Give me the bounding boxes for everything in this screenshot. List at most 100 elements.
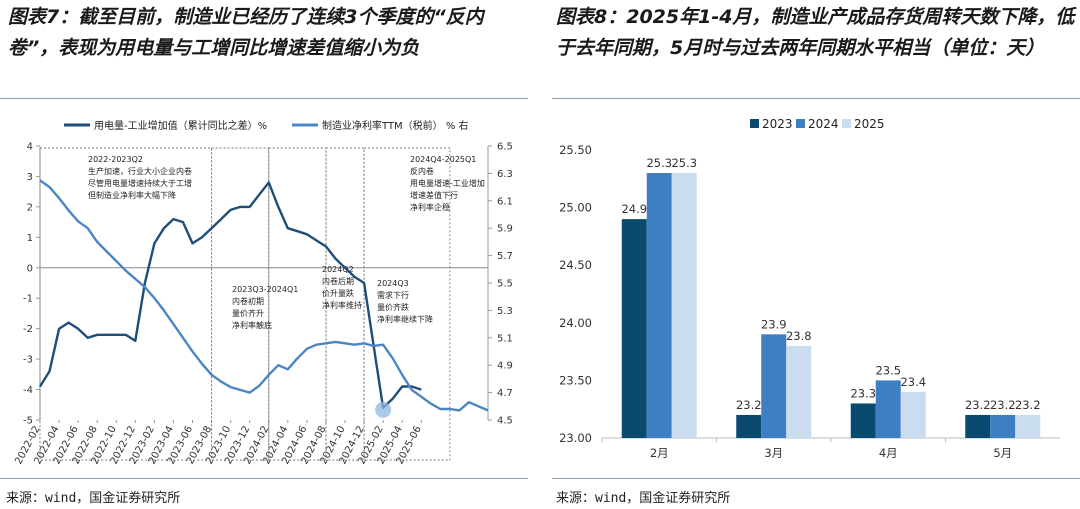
left-y-tick-label: -3 (23, 355, 33, 366)
left-source-rule (0, 478, 528, 479)
left-y-tick-label: -2 (23, 324, 33, 335)
annotation-line: 2022-2023Q2 (88, 155, 143, 164)
annotation-line: 净利率企稳 (410, 202, 450, 212)
left-y-tick-label: -4 (23, 385, 33, 396)
right-y-tick-label: 5.3 (497, 306, 513, 317)
x-category-label: 4月 (879, 446, 898, 460)
bar-2023-2月 (621, 219, 647, 438)
y-tick-label: 24.00 (559, 316, 592, 330)
left-source-note: 来源：wind，国金证券研究所 (6, 491, 181, 506)
series-line-net-margin (39, 179, 489, 412)
right-y-tick-label: 6.1 (497, 196, 513, 207)
annotation-box (363, 147, 451, 461)
bar-value-label: 23.5 (875, 363, 901, 377)
right-y-tick-label: 5.1 (497, 333, 513, 344)
right-y-tick-label: 5.7 (497, 251, 513, 262)
x-category-label: 2月 (650, 446, 669, 460)
bar-2025-3月 (786, 345, 812, 438)
legend-label-series-1: 用电量-工业增加值（累计同比之差）% (94, 119, 267, 132)
legend-swatch-2024 (796, 119, 805, 128)
annotation-box (325, 147, 365, 461)
annotation-line: 但制造业净利率大幅下降 (88, 190, 176, 200)
annotation-line: 2024Q2 (322, 265, 354, 274)
right-y-tick-label: 5.9 (497, 224, 513, 235)
left-y-tick-label: 2 (27, 202, 33, 213)
left-y-tick-label: 1 (27, 233, 33, 244)
bar-2025-5月 (1015, 414, 1041, 438)
bar-value-label: 23.2 (965, 398, 991, 412)
annotation-box (268, 147, 327, 461)
annotation-line: 反内卷 (410, 166, 434, 176)
left-y-tick-label: -5 (23, 416, 33, 427)
annotation-line: 价升量跌 (322, 288, 354, 298)
legend-swatch-2023 (750, 119, 759, 128)
annotation-line: 净利率维持 (322, 300, 362, 310)
annotation-line: 量价齐跌 (377, 302, 409, 312)
x-category-label: 5月 (993, 446, 1012, 460)
bar-2024-3月 (761, 334, 787, 438)
right-y-tick-label: 5.5 (497, 279, 513, 290)
annotation-line: 2024Q3 (377, 279, 409, 288)
right-y-tick-label: 4.7 (497, 388, 513, 399)
bar-2023-5月 (965, 414, 991, 438)
left-line-chart: 4 3 2 1 0 -1 -2 -3 -4 -5 6.5 6.3 6.1 5.9 5.7 5.5 5.3 5.1 4… (13, 119, 513, 466)
bar-value-label: 23.9 (761, 317, 787, 331)
series-line-electricity-minus-ip (38, 181, 422, 409)
annotation-line: 量价齐升 (232, 308, 264, 318)
right-title-rule (552, 98, 1080, 99)
highlight-marker (375, 401, 392, 418)
bar-2024-2月 (646, 173, 672, 438)
legend-swatch-2025 (842, 119, 851, 128)
annotation-line: 内卷后期 (322, 276, 354, 286)
right-source-note: 来源：wind，国金证券研究所 (556, 491, 731, 506)
left-y-tick-label: -1 (23, 294, 33, 305)
legend-label-2024: 2024 (808, 117, 839, 131)
right-figure-title: 图表8：2025年1-4月，制造业产成品存货周转天数下降，低于去年同期，5月时与… (556, 6, 1075, 59)
y-tick-label: 25.50 (559, 143, 592, 157)
annotation-line: 生产加速，行业大小企业内卷 (88, 166, 192, 176)
bar-2023-4月 (850, 403, 876, 438)
bar-value-label: 25.3 (671, 156, 697, 170)
annotation-line: 2024Q4-2025Q1 (410, 155, 476, 164)
left-y-tick-label: 0 (27, 263, 33, 274)
bar-2024-5月 (990, 414, 1016, 438)
y-tick-label: 23.00 (559, 431, 592, 445)
left-title-rule (0, 98, 528, 99)
bar-2025-2月 (671, 173, 697, 438)
y-tick-label: 23.50 (559, 373, 592, 387)
bar-value-label: 23.2 (736, 398, 762, 412)
right-y-tick-label: 6.5 (497, 142, 513, 153)
annotation-line: 增速差值下行 (410, 190, 458, 200)
right-y-tick-label: 6.3 (497, 169, 513, 180)
bar-value-label: 23.8 (786, 329, 812, 343)
right-y-tick-label: 4.5 (497, 416, 513, 427)
right-bar-chart: 25.50 25.00 24.50 24.00 23.50 23.00 2月 24.9 25.3… (559, 117, 1060, 460)
bar-value-label: 23.4 (900, 375, 926, 389)
bar-value-label: 24.9 (621, 202, 647, 216)
bar-value-label: 23.3 (850, 386, 876, 400)
bar-value-label: 23.2 (1015, 398, 1041, 412)
bar-value-label: 25.3 (646, 156, 672, 170)
left-y-tick-label: 3 (27, 172, 33, 183)
annotation-line: 用电量增速-工业增加 (410, 178, 485, 188)
legend-label-series-2: 制造业净利率TTM（税前） % 右 (322, 119, 469, 132)
bar-2023-3月 (736, 414, 762, 438)
annotation-line: 2023Q3-2024Q1 (232, 285, 298, 294)
annotation-box (39, 147, 213, 461)
right-y-tick-label: 4.9 (497, 361, 513, 372)
bar-2025-4月 (900, 391, 926, 438)
left-figure-title: 图表7：截至目前，制造业已经历了连续3个季度的“反内卷”，表现为用电量与工增同比… (8, 6, 484, 59)
left-y-tick-label: 4 (27, 142, 33, 153)
annotation-line: 需求下行 (377, 290, 409, 300)
annotation-line: 净利率触底 (232, 320, 272, 330)
legend-label-2023: 2023 (762, 117, 793, 131)
annotation-line: 净利率继续下降 (377, 314, 433, 324)
annotation-line: 尽管用电量增速持续大于工增 (88, 178, 192, 188)
right-source-rule (552, 478, 1080, 479)
bar-value-label: 23.2 (990, 398, 1016, 412)
annotation-box (211, 147, 270, 461)
annotation-line: 内卷初期 (232, 296, 264, 306)
bar-2024-4月 (875, 380, 901, 438)
legend-label-2025: 2025 (854, 117, 885, 131)
y-tick-label: 24.50 (559, 258, 592, 272)
